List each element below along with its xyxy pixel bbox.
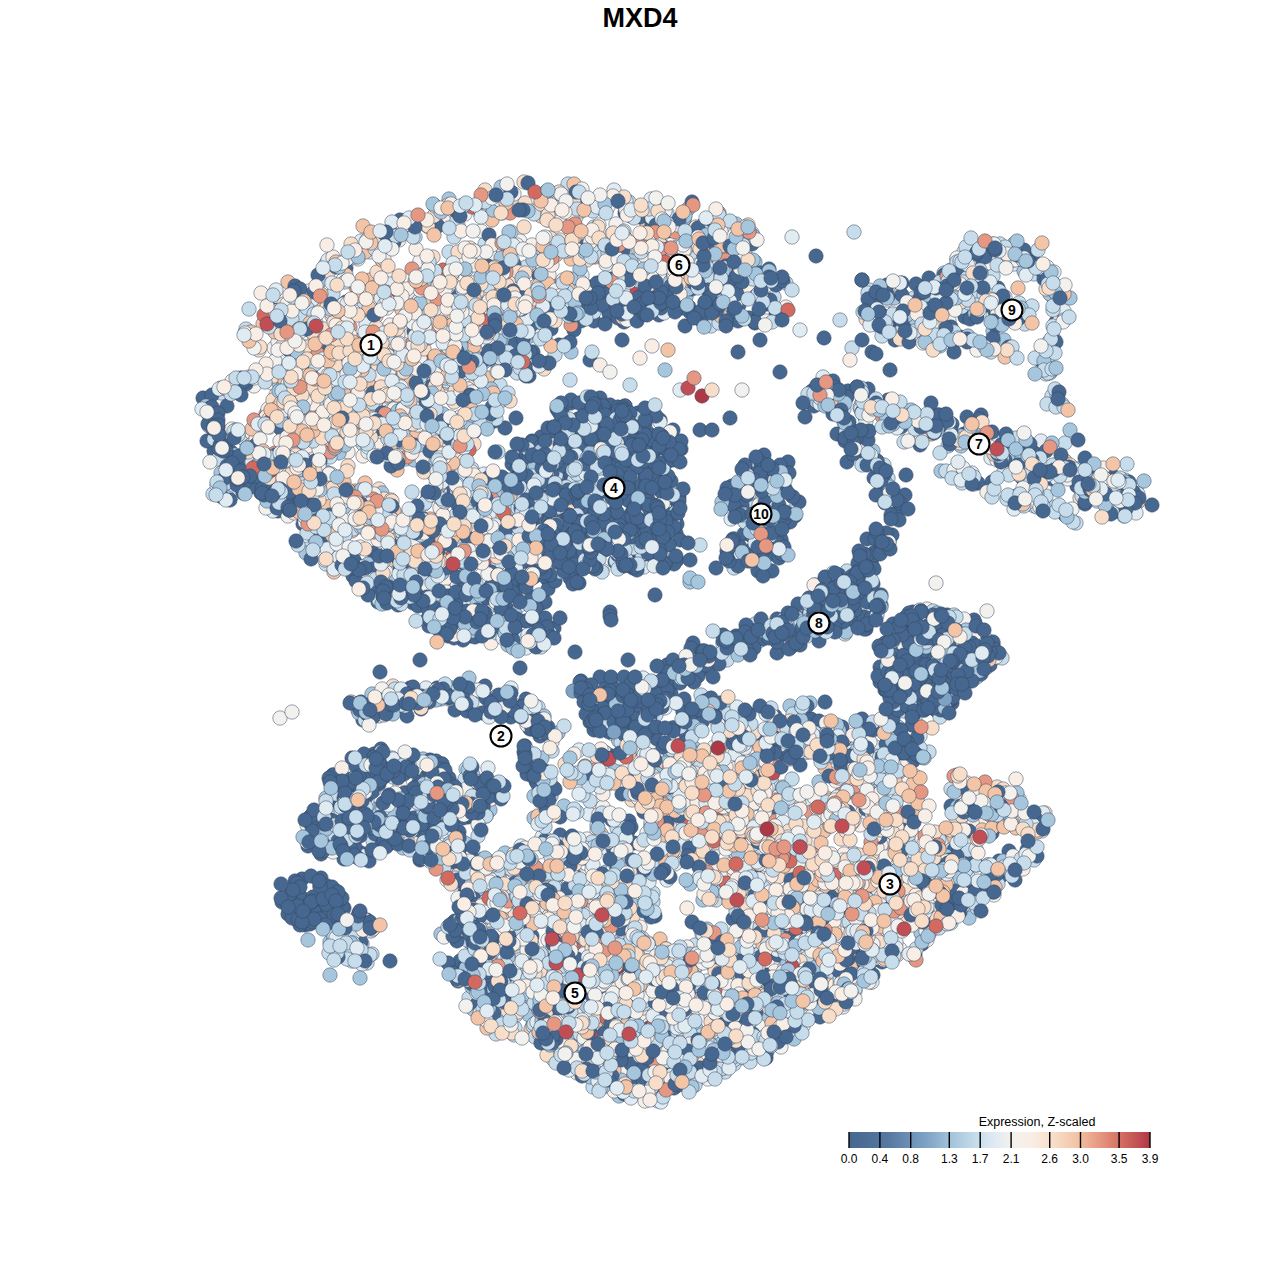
svg-text:0.4: 0.4 [872, 1152, 889, 1166]
svg-text:3: 3 [886, 876, 894, 892]
svg-text:1: 1 [367, 337, 375, 353]
svg-text:2.1: 2.1 [1003, 1152, 1020, 1166]
svg-text:2.6: 2.6 [1041, 1152, 1058, 1166]
svg-text:6: 6 [675, 257, 683, 273]
svg-text:8: 8 [815, 615, 823, 631]
svg-text:MXD4: MXD4 [602, 3, 677, 33]
svg-text:2: 2 [497, 728, 505, 744]
svg-text:Expression, Z-scaled: Expression, Z-scaled [979, 1115, 1096, 1129]
svg-text:3.0: 3.0 [1072, 1152, 1089, 1166]
svg-text:4: 4 [610, 480, 618, 496]
svg-text:3.9: 3.9 [1142, 1152, 1159, 1166]
svg-text:7: 7 [975, 436, 983, 452]
svg-text:3.5: 3.5 [1111, 1152, 1128, 1166]
svg-text:1.7: 1.7 [972, 1152, 989, 1166]
svg-text:0.0: 0.0 [841, 1152, 858, 1166]
svg-text:5: 5 [571, 985, 579, 1001]
svg-text:9: 9 [1008, 302, 1016, 318]
svg-text:1.3: 1.3 [941, 1152, 958, 1166]
svg-text:0.8: 0.8 [902, 1152, 919, 1166]
svg-text:10: 10 [753, 506, 769, 522]
